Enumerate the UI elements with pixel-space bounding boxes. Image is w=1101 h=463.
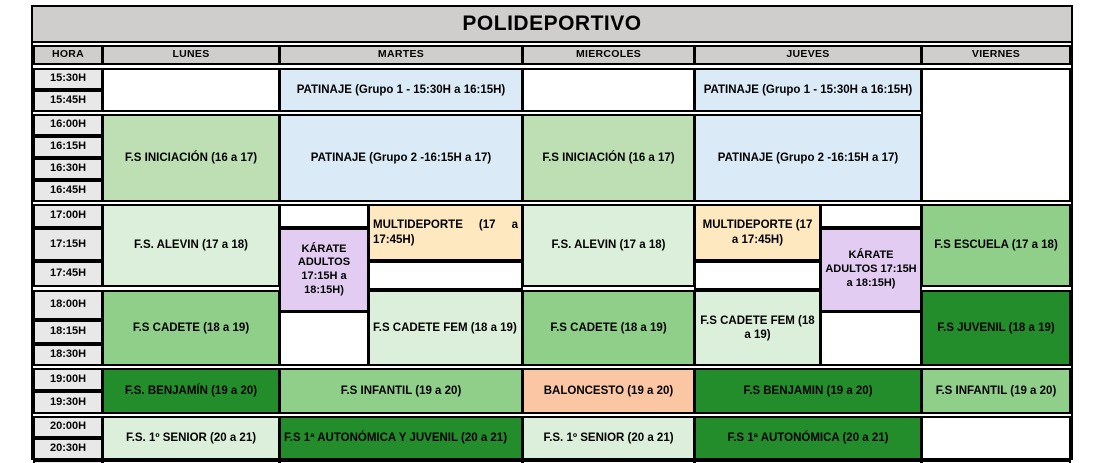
viernes-slot-empty-2000[interactable] [921,416,1071,460]
jueves-sub-empty-1700[interactable] [820,204,922,228]
hour-18-15: 18:15H [33,320,103,344]
hour-19-00: 19:00H [33,368,103,391]
event-martes-cadete-fem[interactable]: F.S CADETE FEM (18 a 19) [368,290,523,366]
event-martes-multideporte[interactable]: MULTIDEPORTE (17 a 17:45H) [368,204,523,261]
event-martes-autonomica-juvenil-label: F.S 1ª AUTONÓMICA Y JUVENIL (20 a 21) [284,431,508,444]
event-jueves-benjamin[interactable]: F.S BENJAMIN (19 a 20) [694,368,922,414]
hour-15-45: 15:45H [33,90,103,112]
hour-17-15: 17:15H [33,228,103,261]
jueves-sub-empty-1745[interactable] [694,261,821,290]
event-martes-karate-adultos[interactable]: KÁRATE ADULTOS 17:15H a 18:15H) [279,228,369,312]
viernes-slot-empty-morning[interactable] [921,68,1071,202]
event-viernes-infantil[interactable]: F.S INFANTIL (19 a 20) [921,368,1071,414]
hour-17-00: 17:00H [33,204,103,228]
event-jueves-karate-adultos[interactable]: KÁRATE ADULTOS 17:15H a 18:15H) [820,228,922,312]
viernes-slot-empty-2100[interactable] [921,460,1071,463]
schedule-frame: POLIDEPORTIVO HORA LUNES MARTES MIERCOLE… [31,5,1073,463]
hour-17-45: 17:45H [33,261,103,287]
event-jueves-cadete-fem[interactable]: F.S CADETE FEM (18 a 19) [694,290,821,366]
page-title: POLIDEPORTIVO [33,7,1071,43]
event-miercoles-baloncesto[interactable]: BALONCESTO (19 a 20) [522,368,695,414]
column-header-lunes: LUNES [102,45,280,65]
jueves-sub-empty-1830[interactable] [820,311,922,366]
hour-18-30: 18:30H [33,344,103,366]
event-viernes-juvenil[interactable]: F.S JUVENIL (18 a 19) [921,290,1071,366]
event-miercoles-cadete[interactable]: F.S CADETE (18 a 19) [522,290,695,366]
hour-18-00: 18:00H [33,290,103,320]
hour-15-30: 15:30H [33,68,103,90]
event-martes-patinaje-g2[interactable]: PATINAJE (Grupo 2 -16:15H a 17) [279,114,523,202]
martes-sub-empty-1700[interactable] [279,204,369,228]
hour-16-00: 16:00H [33,114,103,136]
event-martes-autonomica-juvenil[interactable]: F.S 1ª AUTONÓMICA Y JUVENIL (20 a 21) [279,416,523,460]
column-header-jueves: JUEVES [694,45,922,65]
hour-16-45: 16:45H [33,180,103,202]
hour-16-15: 16:15H [33,136,103,158]
event-martes-cadete-fem-label: F.S CADETE FEM (18 a 19) [373,321,517,334]
hour-20-30: 20:30H [33,438,103,460]
event-miercoles-alevin[interactable]: F.S. ALEVIN (17 a 18) [522,204,695,287]
event-miercoles-iniciacion[interactable]: F.S INICIACIÓN (16 a 17) [522,114,695,202]
event-martes-infantil[interactable]: F.S INFANTIL (19 a 20) [279,368,523,414]
event-martes-patinaje-g1[interactable]: PATINAJE (Grupo 1 - 15:30H a 16:15H) [279,68,523,112]
column-header-hora: HORA [33,45,103,65]
lunes-slot-empty-1530[interactable] [102,68,280,112]
event-lunes-alevin[interactable]: F.S. ALEVIN (17 a 18) [102,204,280,287]
event-lunes-cadete[interactable]: F.S CADETE (18 a 19) [102,290,280,366]
event-jueves-autonomica[interactable]: F.S 1ª AUTONÓMICA (20 a 21) [694,416,922,460]
event-jueves-multideporte[interactable]: MULTIDEPORTE (17 a 17:45H) [694,204,821,261]
hour-16-30: 16:30H [33,158,103,180]
event-viernes-escuela[interactable]: F.S ESCUELA (17 a 18) [921,204,1071,287]
event-lunes-benjamin[interactable]: F.S. BENJAMÍN (19 a 20) [102,368,280,414]
column-header-miercoles: MIERCOLES [522,45,695,65]
event-lunes-iniciacion[interactable]: F.S INICIACIÓN (16 a 17) [102,114,280,202]
hour-19-30: 19:30H [33,391,103,414]
martes-sub-empty-1830[interactable] [279,311,369,366]
martes-sub-empty-1745[interactable] [368,261,523,290]
miercoles-slot-empty-1530[interactable] [522,68,695,112]
column-header-viernes: VIERNES [921,45,1071,65]
event-jueves-patinaje-g2[interactable]: PATINAJE (Grupo 2 -16:15H a 17) [694,114,922,202]
page-title-text: POLIDEPORTIVO [462,12,642,35]
column-header-martes: MARTES [279,45,523,65]
hour-20-00: 20:00H [33,416,103,438]
event-martes-multideporte-label: MULTIDEPORTE (17 a 17:45H) [373,219,518,246]
event-jueves-patinaje-g1[interactable]: PATINAJE (Grupo 1 - 15:30H a 16:15H) [694,68,922,112]
event-miercoles-senior[interactable]: F.S. 1º SENIOR (20 a 21) [522,416,695,460]
event-lunes-senior[interactable]: F.S. 1º SENIOR (20 a 21) [102,416,280,460]
